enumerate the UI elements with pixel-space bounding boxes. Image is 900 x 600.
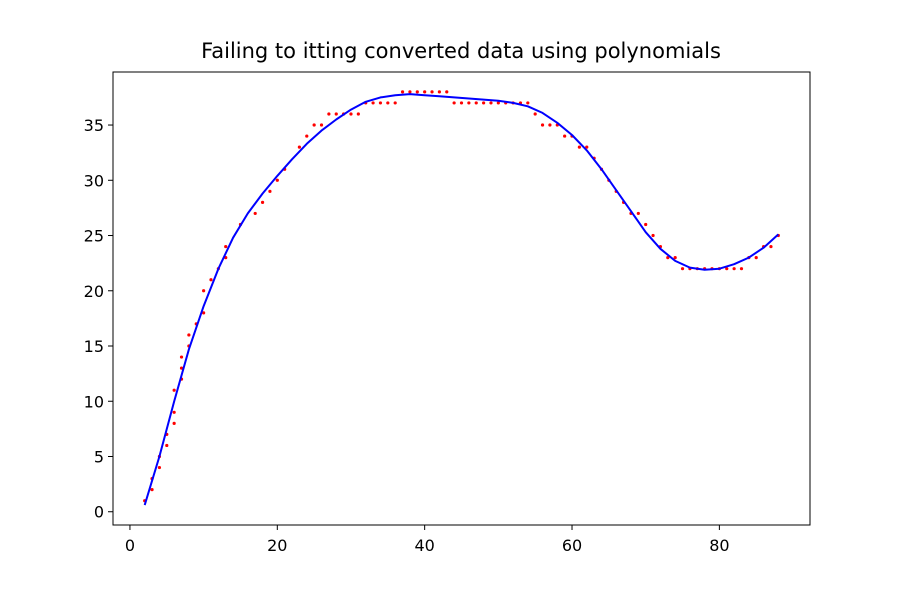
data-point bbox=[150, 488, 154, 492]
data-point bbox=[224, 244, 228, 249]
data-point bbox=[540, 123, 545, 127]
x-tick-label: 80 bbox=[709, 536, 729, 555]
x-tick-label: 60 bbox=[562, 536, 582, 555]
chart-title: Failing to itting converted data using p… bbox=[201, 39, 721, 63]
data-point bbox=[327, 112, 331, 116]
data-point bbox=[393, 101, 397, 105]
data-point bbox=[496, 101, 500, 105]
y-tick-label: 30 bbox=[84, 171, 104, 190]
data-point bbox=[172, 421, 176, 425]
data-point bbox=[275, 178, 279, 182]
data-point bbox=[172, 388, 176, 392]
data-point bbox=[187, 333, 191, 337]
data-point bbox=[386, 101, 390, 105]
y-tick-label: 0 bbox=[94, 503, 104, 522]
data-point bbox=[445, 90, 449, 94]
data-point bbox=[732, 267, 736, 271]
data-point bbox=[253, 211, 257, 216]
data-point bbox=[260, 200, 265, 204]
y-tick-label: 35 bbox=[84, 116, 104, 135]
y-tick-label: 15 bbox=[84, 337, 104, 356]
data-point bbox=[680, 267, 685, 271]
data-point bbox=[297, 145, 302, 149]
data-point bbox=[423, 90, 427, 94]
axis-ticks: 0 20 40 60 80 0 5 10 15 20 25 30 35 bbox=[84, 116, 730, 555]
y-tick-label: 25 bbox=[84, 227, 104, 246]
data-point bbox=[408, 90, 412, 94]
data-point bbox=[172, 410, 176, 414]
data-point bbox=[305, 134, 309, 138]
data-point bbox=[437, 90, 441, 94]
x-tick-label: 20 bbox=[267, 536, 287, 555]
data-point bbox=[157, 465, 162, 470]
data-point bbox=[202, 289, 206, 293]
x-tick-label: 0 bbox=[125, 536, 135, 555]
data-point bbox=[356, 112, 360, 116]
data-point bbox=[739, 267, 744, 271]
data-point bbox=[459, 101, 464, 105]
y-tick-label: 10 bbox=[84, 392, 104, 411]
data-point bbox=[651, 233, 655, 238]
data-point bbox=[769, 244, 773, 249]
data-points bbox=[143, 90, 780, 503]
data-point bbox=[371, 101, 375, 105]
data-point bbox=[754, 256, 758, 260]
data-point bbox=[644, 222, 648, 227]
data-point bbox=[563, 134, 567, 138]
fit-curve-layer bbox=[143, 93, 779, 506]
data-point bbox=[209, 278, 213, 282]
data-point bbox=[666, 256, 670, 260]
x-tick-label: 40 bbox=[414, 536, 434, 555]
data-point bbox=[548, 123, 552, 127]
data-point bbox=[474, 101, 478, 105]
data-point bbox=[467, 101, 471, 105]
data-point bbox=[378, 101, 383, 105]
data-point bbox=[452, 101, 456, 105]
data-point bbox=[489, 101, 493, 105]
data-point bbox=[533, 112, 537, 116]
y-tick-label: 20 bbox=[84, 282, 104, 301]
data-point bbox=[179, 355, 184, 359]
data-point bbox=[319, 123, 324, 127]
data-point bbox=[673, 256, 677, 260]
data-point bbox=[482, 101, 486, 105]
data-point bbox=[334, 112, 338, 116]
data-point bbox=[312, 123, 316, 127]
data-point bbox=[349, 112, 353, 116]
data-point bbox=[268, 189, 272, 193]
plot-area-frame bbox=[112, 71, 811, 526]
data-point bbox=[430, 90, 434, 94]
data-point bbox=[585, 145, 589, 149]
data-point bbox=[400, 90, 405, 94]
data-point bbox=[725, 267, 729, 271]
data-point bbox=[636, 211, 640, 216]
data-point bbox=[526, 101, 530, 105]
polynomial-fit-line bbox=[143, 93, 779, 506]
y-tick-label: 5 bbox=[94, 447, 104, 466]
data-point bbox=[165, 443, 169, 448]
data-point bbox=[202, 311, 206, 315]
data-point bbox=[577, 145, 581, 149]
data-point bbox=[415, 90, 419, 94]
